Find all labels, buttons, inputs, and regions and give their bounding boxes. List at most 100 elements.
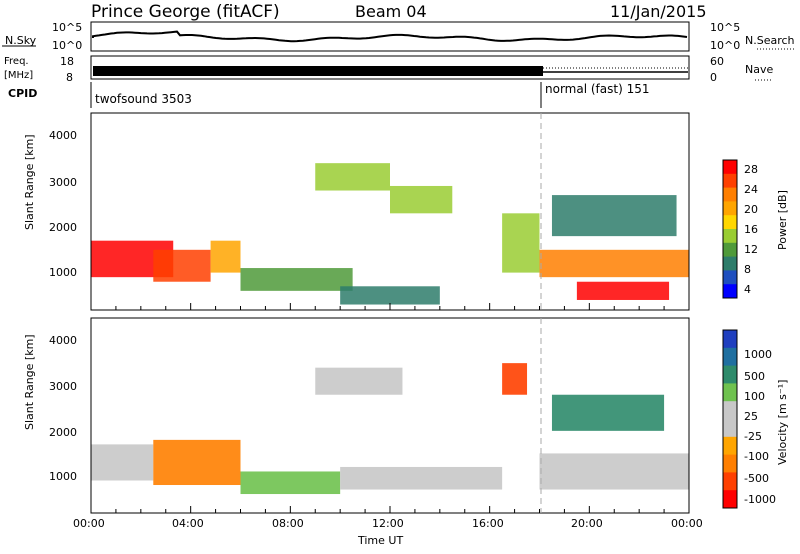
- power-ytick-4000: 4000: [49, 129, 77, 142]
- power-cell-8: [539, 249, 689, 278]
- xtick-0800: 08:00: [272, 517, 304, 530]
- velocity-cbar-tick-m25: -25: [744, 430, 762, 443]
- xtick-0000: 00:00: [73, 517, 105, 530]
- vel-colorbar-swatch-3: [723, 383, 737, 402]
- vel-colorbar-swatch-5: [723, 419, 737, 438]
- power-ytick-1000: 1000: [49, 266, 77, 279]
- xtick-1200: 12:00: [372, 517, 404, 530]
- velocity-cbar-tick-1000: 1000: [744, 348, 772, 361]
- velocity-cbar-tick-m1000: -1000: [744, 493, 776, 506]
- power-colorbar: [722, 159, 738, 299]
- vel-colorbar-swatch-1: [723, 347, 737, 367]
- velocity-cbar-tick-m100: -100: [744, 450, 769, 463]
- date-title: 11/Jan/2015: [610, 2, 707, 21]
- velocity-cell-0: [91, 444, 154, 481]
- nave-label: Nave: [745, 63, 773, 76]
- velocity-cbar-tick-25: 25: [744, 410, 758, 423]
- power-colorbar-swatch-2: [723, 187, 737, 202]
- velocity-cell-6: [539, 453, 689, 490]
- power-cbar-tick-16: 16: [744, 223, 758, 236]
- velocity-ytick-2000: 2000: [49, 426, 77, 439]
- velocity-colorbar-label: Velocity [m s⁻¹]: [776, 380, 789, 465]
- velocity-cell-4: [340, 466, 503, 490]
- velocity-cbar-tick-m500: -500: [744, 472, 769, 485]
- xtick-1600: 16:00: [472, 517, 504, 530]
- velocity-ytick-4000: 4000: [49, 334, 77, 347]
- time-axis: [90, 303, 690, 513]
- velocity-cell-2: [240, 471, 341, 495]
- power-colorbar-swatch-6: [723, 242, 737, 258]
- nsearch-label: N.Search: [745, 34, 795, 47]
- nsky-label: N.Sky: [5, 34, 37, 47]
- beam-title: Beam 04: [355, 2, 427, 21]
- vel-colorbar-swatch-0: [723, 330, 737, 349]
- power-cell-2: [210, 240, 241, 273]
- nsky-panel-frame: [90, 21, 690, 52]
- freq-tick-bottom: 8: [66, 71, 73, 84]
- power-cell-9: [576, 281, 670, 300]
- power-ylabel: Slant Range [km]: [23, 134, 36, 230]
- power-cbar-tick-20: 20: [744, 203, 758, 216]
- power-cbar-tick-28: 28: [744, 163, 758, 176]
- velocity-cbar-tick-500: 500: [744, 370, 765, 383]
- power-heatmap: [91, 163, 689, 305]
- power-cell-4: [340, 286, 440, 305]
- power-colorbar-swatch-1: [723, 173, 737, 189]
- power-ytick-2000: 2000: [49, 221, 77, 234]
- nsky-tick-bottom: 10^0: [52, 39, 82, 52]
- nsearch-tick-bottom: 10^0: [710, 39, 740, 52]
- cpid-mode-1: twofsound 3503: [95, 92, 192, 106]
- power-cbar-tick-24: 24: [744, 183, 758, 196]
- power-colorbar-swatch-9: [723, 284, 737, 299]
- vel-colorbar-swatch-6: [723, 436, 737, 456]
- power-cbar-tick-4: 4: [744, 283, 751, 296]
- freq-label-line1: Freq.: [4, 56, 29, 67]
- power-cell-5: [315, 163, 390, 191]
- x-axis-label: Time UT: [357, 534, 403, 547]
- power-cell-3: [240, 268, 353, 291]
- nave-tick-top: 60: [710, 55, 724, 68]
- power-cell-6: [390, 185, 453, 214]
- power-cell-7: [502, 213, 540, 273]
- power-colorbar-swatch-5: [723, 229, 737, 244]
- power-colorbar-swatch-0: [723, 160, 737, 175]
- velocity-colorbar: [722, 329, 738, 509]
- power-colorbar-label: Power [dB]: [776, 190, 789, 250]
- freq-label-line2: [MHz]: [4, 70, 33, 81]
- velocity-cell-3: [315, 367, 403, 395]
- power-colorbar-frame: [722, 159, 738, 299]
- nsky-tick-top: 10^5: [52, 21, 82, 34]
- xtick-0400: 04:00: [172, 517, 204, 530]
- power-cbar-tick-8: 8: [744, 263, 751, 276]
- station-title: Prince George (fitACF): [91, 2, 280, 22]
- vel-colorbar-swatch-2: [723, 365, 737, 384]
- velocity-cbar-tick-100: 100: [744, 390, 765, 403]
- cpid-mode-2: normal (fast) 151: [545, 82, 649, 96]
- xtick-2000: 20:00: [571, 517, 603, 530]
- velocity-heatmap: [91, 363, 689, 495]
- vel-colorbar-swatch-4: [723, 401, 737, 420]
- velocity-cell-5: [502, 363, 528, 395]
- velocity-ylabel: Slant Range [km]: [23, 334, 36, 430]
- nsky-trace: [92, 30, 688, 43]
- vel-colorbar-swatch-9: [723, 490, 737, 509]
- vel-colorbar-frame: [722, 329, 738, 509]
- freq-tick-top: 18: [60, 55, 74, 68]
- power-cell-10: [551, 195, 677, 237]
- velocity-cell-1: [153, 439, 241, 486]
- power-colorbar-swatch-7: [723, 256, 737, 271]
- vel-colorbar-swatch-7: [723, 454, 737, 473]
- power-cbar-tick-12: 12: [744, 243, 758, 256]
- power-ytick-3000: 3000: [49, 176, 77, 189]
- velocity-ytick-3000: 3000: [49, 380, 77, 393]
- power-colorbar-swatch-3: [723, 201, 737, 216]
- cpid-label: CPID: [8, 87, 37, 100]
- nave-tick-bottom: 0: [710, 71, 717, 84]
- nsearch-tick-top: 10^5: [710, 21, 740, 34]
- power-colorbar-swatch-4: [723, 215, 737, 230]
- velocity-ytick-1000: 1000: [49, 470, 77, 483]
- vel-colorbar-swatch-8: [723, 472, 737, 491]
- velocity-cell-7: [551, 394, 665, 431]
- freq-panel-frame: [90, 55, 690, 80]
